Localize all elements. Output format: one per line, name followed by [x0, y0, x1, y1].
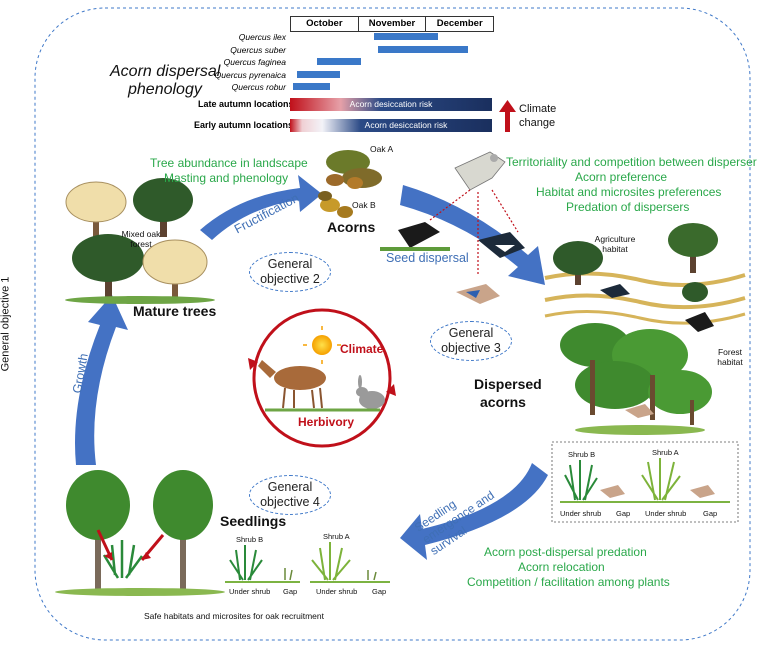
general-objective-2: General objective 2	[249, 252, 331, 292]
label-tree-abundance: Tree abundance in landscape	[150, 156, 308, 170]
inset-shrubs	[560, 458, 730, 503]
label-dispersed: Dispersed	[474, 376, 542, 392]
seedling-gap-1: Gap	[283, 587, 298, 596]
species-dispersal-bar	[293, 83, 331, 90]
species-label: Quercus faginea	[223, 57, 286, 67]
phenology-title-line1: Acorn dispersal	[110, 63, 221, 80]
species-label: Quercus suber	[230, 44, 286, 55]
label-forest-habitat: Forest habitat	[717, 347, 743, 367]
general-objective-3: General objective 3	[430, 321, 512, 361]
species-label: Quercus pyrenaica	[214, 69, 286, 80]
label-post-dispersal: Acorn post-dispersal predation	[484, 545, 647, 559]
late-risk-bar: Acorn desiccation risk	[290, 98, 492, 111]
label-safe-habitats: Safe habitats and microsites for oak rec…	[144, 611, 324, 621]
seed-dispersal-arrow	[400, 185, 545, 285]
label-competition: Competition / facilitation among plants	[467, 575, 670, 589]
label-habitat-preferences: Habitat and microsites preferences	[536, 185, 722, 199]
label-agriculture-habitat: Agriculture habitat	[594, 234, 636, 254]
seedling-shrub-b: Shrub B	[236, 535, 264, 544]
microsite-inset-box	[551, 441, 739, 523]
month-header: October November December	[290, 16, 494, 32]
obj3-line2: objective 3	[441, 341, 501, 355]
late-autumn-label: Late autumn locations	[198, 99, 294, 109]
label-acorns: Acorns	[327, 219, 376, 235]
inset-shrub-a: Shrub A	[652, 448, 679, 457]
label-climate: Climate	[340, 342, 384, 356]
seedling-gap-2: Gap	[372, 587, 387, 596]
species-dispersal-bar	[377, 45, 469, 53]
acorns-illustration	[318, 150, 382, 218]
species-dispersal-bar	[316, 58, 361, 65]
species-dispersal-bar	[296, 70, 341, 78]
species-label: Quercus robur	[231, 82, 286, 92]
month-november: November	[359, 17, 427, 31]
obj4-line2: objective 4	[260, 495, 320, 509]
outer-dashed-frame	[34, 7, 751, 641]
seedling-under-shrub-1: Under shrub	[229, 587, 271, 596]
label-seedlings: Seedlings	[220, 513, 287, 529]
climate-herbivory-cycle	[248, 308, 396, 448]
species-label: Quercus ilex	[238, 32, 286, 42]
seedlings-trees-illustration	[55, 470, 225, 596]
obj3-line1: General	[448, 326, 494, 340]
seedling-under-shrub-2: Under shrub	[316, 587, 358, 596]
late-risk-text: Acorn desiccation risk	[349, 99, 433, 109]
month-december: December	[436, 18, 483, 29]
label-predation-dispersers: Predation of dispersers	[566, 200, 690, 214]
label-acorn-preference: Acorn preference	[575, 170, 668, 184]
early-risk-bar: Acorn desiccation risk	[290, 119, 492, 132]
growth-arrow	[75, 295, 128, 465]
seedling-shrub-a: Shrub A	[323, 532, 350, 541]
fructification-arrow	[200, 175, 322, 240]
mature-trees-illustration	[65, 178, 215, 304]
early-risk-text: Acorn desiccation risk	[364, 120, 448, 130]
early-autumn-label: Early autumn locations	[194, 120, 294, 130]
inset-shrub-b: Shrub B	[568, 450, 596, 459]
inset-gap-1: Gap	[616, 509, 631, 518]
inset-under-shrub-2: Under shrub	[645, 509, 687, 518]
label-seed-dispersal: Seed dispersal	[386, 251, 469, 265]
phenology-title-line2: phenology	[128, 81, 202, 98]
obj2-line1: General	[267, 257, 313, 271]
birds-illustration	[380, 151, 525, 304]
seedling-emergence-arrow	[400, 463, 548, 560]
general-objective-4: General objective 4	[249, 475, 331, 515]
inset-under-shrub-1: Under shrub	[560, 509, 602, 518]
label-masting: Masting and phenology	[164, 171, 289, 185]
label-oak-a: Oak A	[370, 144, 394, 154]
label-mixed-forest: Mixed oak forest	[121, 229, 161, 249]
inset-gap-2: Gap	[703, 509, 718, 518]
agriculture-habitat-illustration	[544, 223, 746, 332]
climate-change-arrow	[499, 100, 516, 132]
label-territoriality: Territoriality and competition between d…	[506, 155, 757, 169]
label-oak-b: Oak B	[352, 200, 376, 210]
side-label-objective-1: General objective 1	[0, 276, 12, 372]
label-acorns-dispersed: acorns	[480, 394, 526, 410]
species-dispersal-bar	[374, 33, 439, 40]
climate-change-label: Climate change	[519, 103, 557, 129]
month-october: October	[291, 17, 359, 31]
forest-habitat-illustration	[560, 323, 712, 435]
obj2-line2: objective 2	[260, 272, 320, 286]
label-herbivory: Herbivory	[298, 415, 355, 429]
obj4-line1: General	[267, 480, 313, 494]
seedlings-microsite-illustration	[225, 542, 390, 583]
label-mature-trees: Mature trees	[133, 303, 217, 319]
label-relocation: Acorn relocation	[518, 560, 605, 574]
